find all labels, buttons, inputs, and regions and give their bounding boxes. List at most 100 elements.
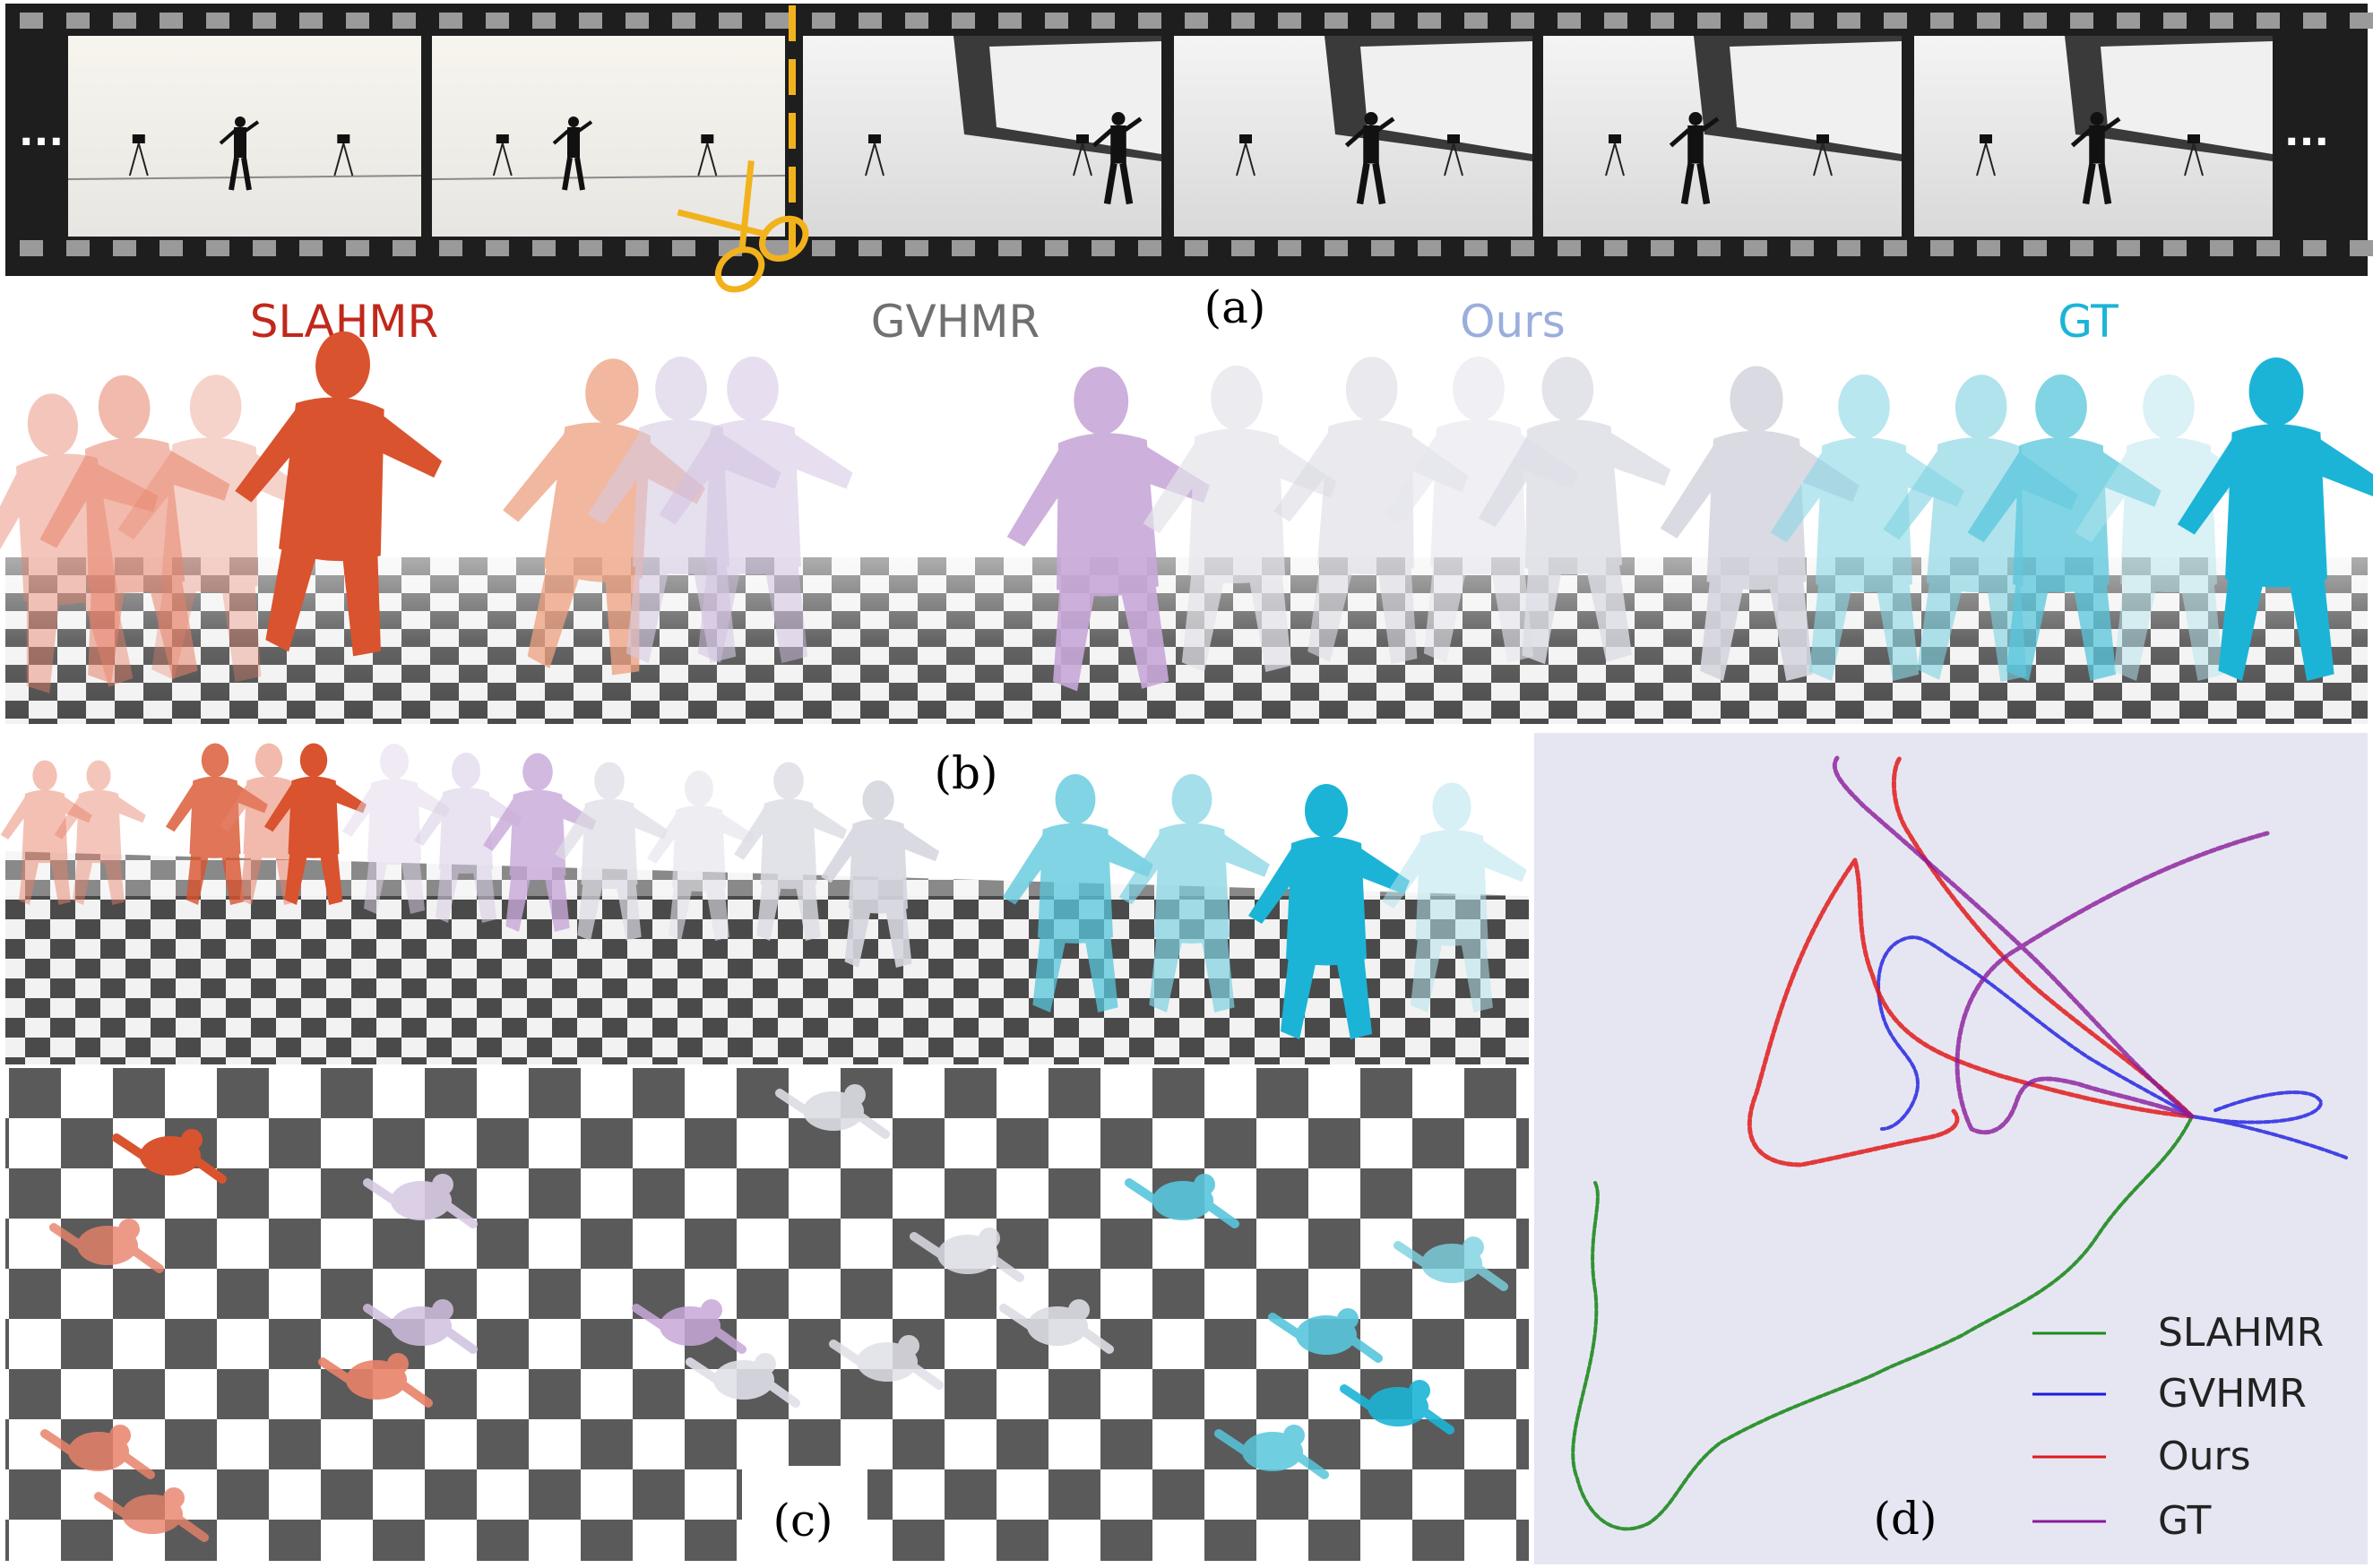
video-frame bbox=[1914, 36, 2273, 237]
mesh-head bbox=[522, 753, 553, 791]
mesh-arm bbox=[94, 1492, 130, 1519]
sprocket-hole bbox=[532, 240, 556, 256]
sprocket-hole bbox=[2257, 13, 2280, 29]
mesh-head bbox=[755, 1353, 776, 1374]
mesh-leg bbox=[1149, 935, 1182, 1012]
sprocket-hole bbox=[1138, 240, 1161, 256]
camera-icon bbox=[701, 134, 714, 143]
mesh-head bbox=[27, 393, 78, 457]
sprocket-hole bbox=[1697, 13, 1721, 29]
mesh-arm bbox=[829, 1340, 865, 1366]
mesh-leg bbox=[1877, 581, 1920, 681]
mesh-head bbox=[299, 743, 328, 778]
person-leg bbox=[574, 157, 585, 191]
sprocket-hole bbox=[439, 240, 462, 256]
top-down-mesh bbox=[49, 1219, 164, 1273]
mesh-arm bbox=[332, 784, 367, 814]
human-mesh bbox=[39, 375, 230, 684]
sprocket-hole bbox=[1837, 240, 1860, 256]
mesh-head bbox=[1432, 782, 1471, 831]
tripod-leg bbox=[2184, 142, 2195, 177]
tripod-leg bbox=[865, 142, 876, 177]
mesh-arm bbox=[1478, 840, 1527, 883]
mesh-torso bbox=[75, 789, 122, 864]
person-arm bbox=[1701, 116, 1720, 133]
sprocket-hole bbox=[1930, 13, 1954, 29]
sprocket-hole bbox=[113, 240, 136, 256]
mesh-head bbox=[1211, 366, 1263, 430]
mesh-head bbox=[701, 1299, 722, 1321]
mesh-leg bbox=[473, 867, 496, 923]
person-arm bbox=[1124, 116, 1143, 133]
mesh-leg bbox=[1307, 561, 1353, 662]
mesh-torso bbox=[189, 776, 241, 858]
mesh-arm bbox=[712, 1327, 746, 1354]
tripod-leg bbox=[1822, 142, 1833, 177]
sprocket-hole bbox=[1558, 240, 1581, 256]
mesh-arm bbox=[219, 784, 252, 832]
mesh-arm bbox=[1002, 834, 1050, 905]
mesh-head bbox=[1171, 774, 1212, 824]
person-arm bbox=[2102, 116, 2121, 133]
sprocket-hole bbox=[2350, 240, 2373, 256]
sprocket-hole bbox=[1604, 13, 1627, 29]
mesh-torso bbox=[760, 798, 817, 890]
sprocket-hole bbox=[765, 13, 789, 29]
mesh-arm bbox=[414, 796, 448, 846]
method-title-gvhmr: GVHMR bbox=[871, 296, 1040, 348]
mesh-head bbox=[387, 1353, 409, 1374]
mesh-arm bbox=[910, 1363, 944, 1390]
mesh-leg bbox=[342, 552, 381, 657]
sprocket-hole bbox=[998, 13, 1022, 29]
sprocket-hole bbox=[1464, 13, 1488, 29]
mesh-arm bbox=[2177, 439, 2242, 535]
mesh-head bbox=[1345, 357, 1398, 422]
mesh-arm bbox=[444, 1327, 478, 1354]
tripod-leg bbox=[333, 142, 345, 177]
sprocket-hole bbox=[1511, 13, 1534, 29]
mesh-head bbox=[727, 357, 779, 421]
mesh-arm bbox=[1214, 1429, 1250, 1456]
filmstrip-left-ellipsis: ... bbox=[19, 109, 64, 155]
sprocket-hole bbox=[1138, 13, 1161, 29]
sprocket-hole bbox=[1371, 13, 1394, 29]
mesh-torso bbox=[704, 419, 801, 574]
mesh-arm bbox=[49, 1223, 85, 1250]
frame-background bbox=[432, 36, 785, 237]
mesh-torso bbox=[22, 789, 68, 864]
mesh-torso bbox=[849, 818, 908, 914]
mesh-head bbox=[685, 771, 713, 806]
sprocket-hole bbox=[905, 240, 928, 256]
filmstrip-right-ellipsis: ... bbox=[2284, 109, 2329, 155]
mesh-arm bbox=[165, 449, 230, 501]
tripod-leg bbox=[1605, 142, 1616, 177]
panel-label-c: (c) bbox=[772, 1495, 833, 1546]
person-arm bbox=[1092, 128, 1114, 148]
tripod-leg bbox=[1614, 142, 1625, 177]
human-mesh bbox=[555, 762, 669, 941]
mesh-torso bbox=[1286, 836, 1367, 966]
legend-label-slahmr: SLAHMR bbox=[2158, 1310, 2324, 1356]
human-mesh bbox=[1118, 774, 1270, 1012]
mesh-head bbox=[163, 1487, 185, 1509]
camera-icon bbox=[496, 134, 509, 143]
panel-label-d: (d) bbox=[1873, 1493, 1937, 1545]
top-down-mesh bbox=[1214, 1425, 1329, 1479]
mesh-head bbox=[1074, 366, 1129, 435]
mesh-leg bbox=[1032, 935, 1066, 1012]
sprocket-hole bbox=[672, 240, 695, 256]
person-leg bbox=[1103, 162, 1117, 205]
human-mesh bbox=[1002, 774, 1153, 1012]
person-leg bbox=[1680, 162, 1695, 205]
tripod-leg bbox=[1073, 142, 1083, 177]
mesh-arm bbox=[900, 827, 940, 862]
sprocket-hole bbox=[1744, 240, 1767, 256]
person-torso bbox=[1110, 125, 1126, 164]
sprocket-hole bbox=[206, 13, 229, 29]
human-mesh bbox=[647, 771, 755, 941]
mesh-arm bbox=[112, 1133, 148, 1160]
mesh-leg bbox=[577, 882, 602, 941]
scissors-icon bbox=[677, 160, 809, 293]
mesh-leg bbox=[1281, 956, 1316, 1039]
sprocket-hole bbox=[2303, 13, 2326, 29]
